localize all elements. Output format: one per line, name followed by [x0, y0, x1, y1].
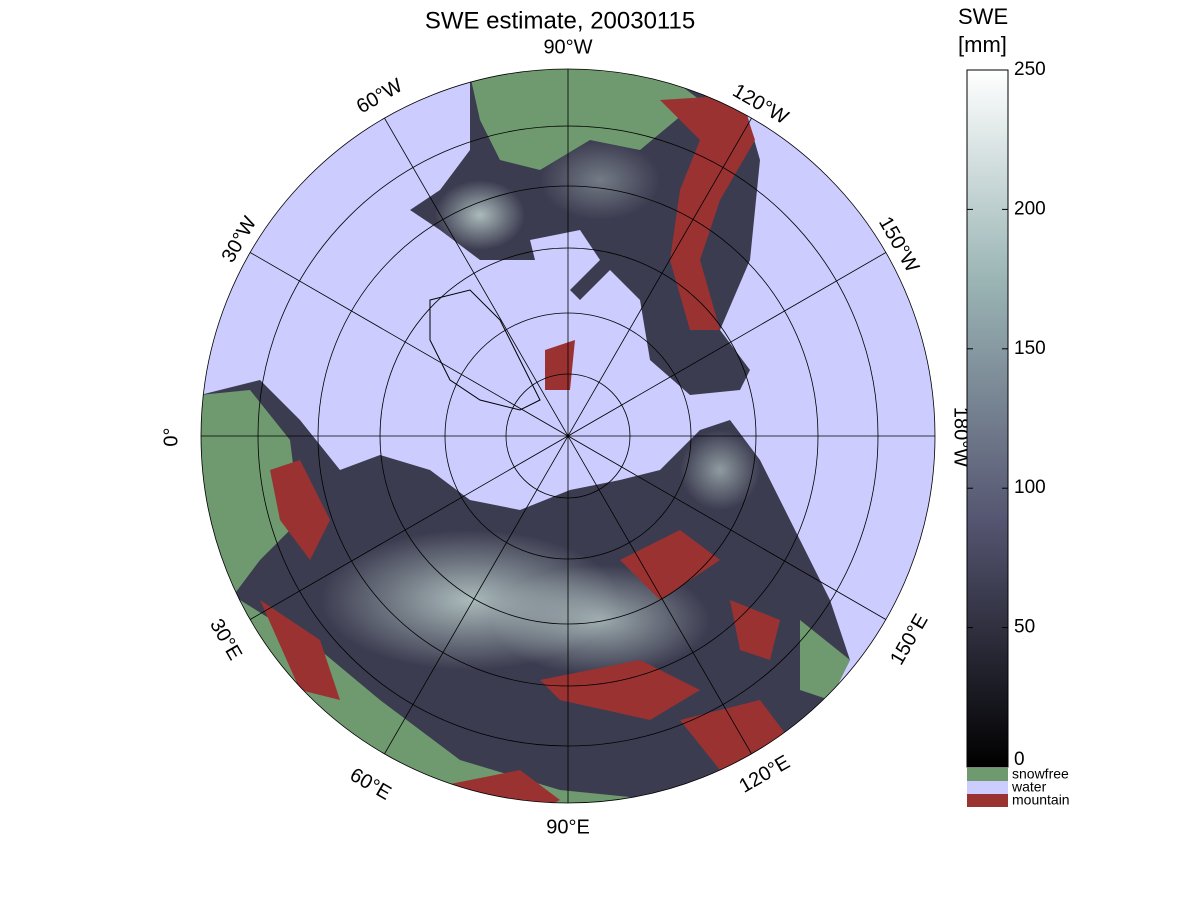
- snowfree-usa: [470, 69, 700, 170]
- snowfree-japan: [800, 620, 850, 700]
- colorbar-label: [mm]: [958, 32, 1007, 57]
- longitude-labels: 90°W60°W30°W0°30°E60°E90°E120°E150°E180°…: [160, 36, 971, 838]
- legend-swatch: [967, 794, 1008, 807]
- legend-swatch: [967, 781, 1008, 794]
- colorbar-tick-label: 0: [1014, 749, 1025, 770]
- colorbar-tick-label: 100: [1014, 477, 1046, 498]
- longitude-label: 90°W: [543, 36, 592, 58]
- map-area: [201, 69, 935, 803]
- longitude-label: 0°: [160, 427, 182, 446]
- longitude-label: 60°E: [346, 764, 395, 805]
- longitude-label: 150°E: [886, 610, 932, 668]
- longitude-label: 30°E: [205, 615, 246, 664]
- legend-label: mountain: [1012, 792, 1070, 808]
- snowfree-europe: [201, 390, 300, 600]
- graticule: [200, 68, 936, 804]
- longitude-label: 180°W: [950, 407, 972, 467]
- longitude-label: 90°E: [546, 816, 590, 838]
- colorbar-tick-label: 150: [1014, 338, 1046, 359]
- mountain-eurasia: [260, 460, 790, 803]
- legend-label: water: [1011, 779, 1047, 795]
- colorbar-tick-label: 250: [1014, 59, 1046, 80]
- colorbar-tick-label: 200: [1014, 198, 1046, 219]
- map-title: SWE estimate, 20030115: [425, 7, 695, 34]
- colorbar-tick-label: 50: [1014, 617, 1035, 638]
- colorbar: SWE [mm] 0 50 100 150 200 250 snowfreewatermount…: [958, 4, 1070, 808]
- colorbar-ramp: [966, 69, 1009, 768]
- mountain-america: [545, 95, 755, 390]
- legend-swatch: [967, 768, 1008, 781]
- colorbar-label: SWE: [958, 4, 1008, 29]
- hudson-bay: [530, 230, 600, 290]
- meridian: [249, 252, 887, 620]
- greenland: [429, 289, 541, 411]
- legend-label: snowfree: [1012, 766, 1069, 782]
